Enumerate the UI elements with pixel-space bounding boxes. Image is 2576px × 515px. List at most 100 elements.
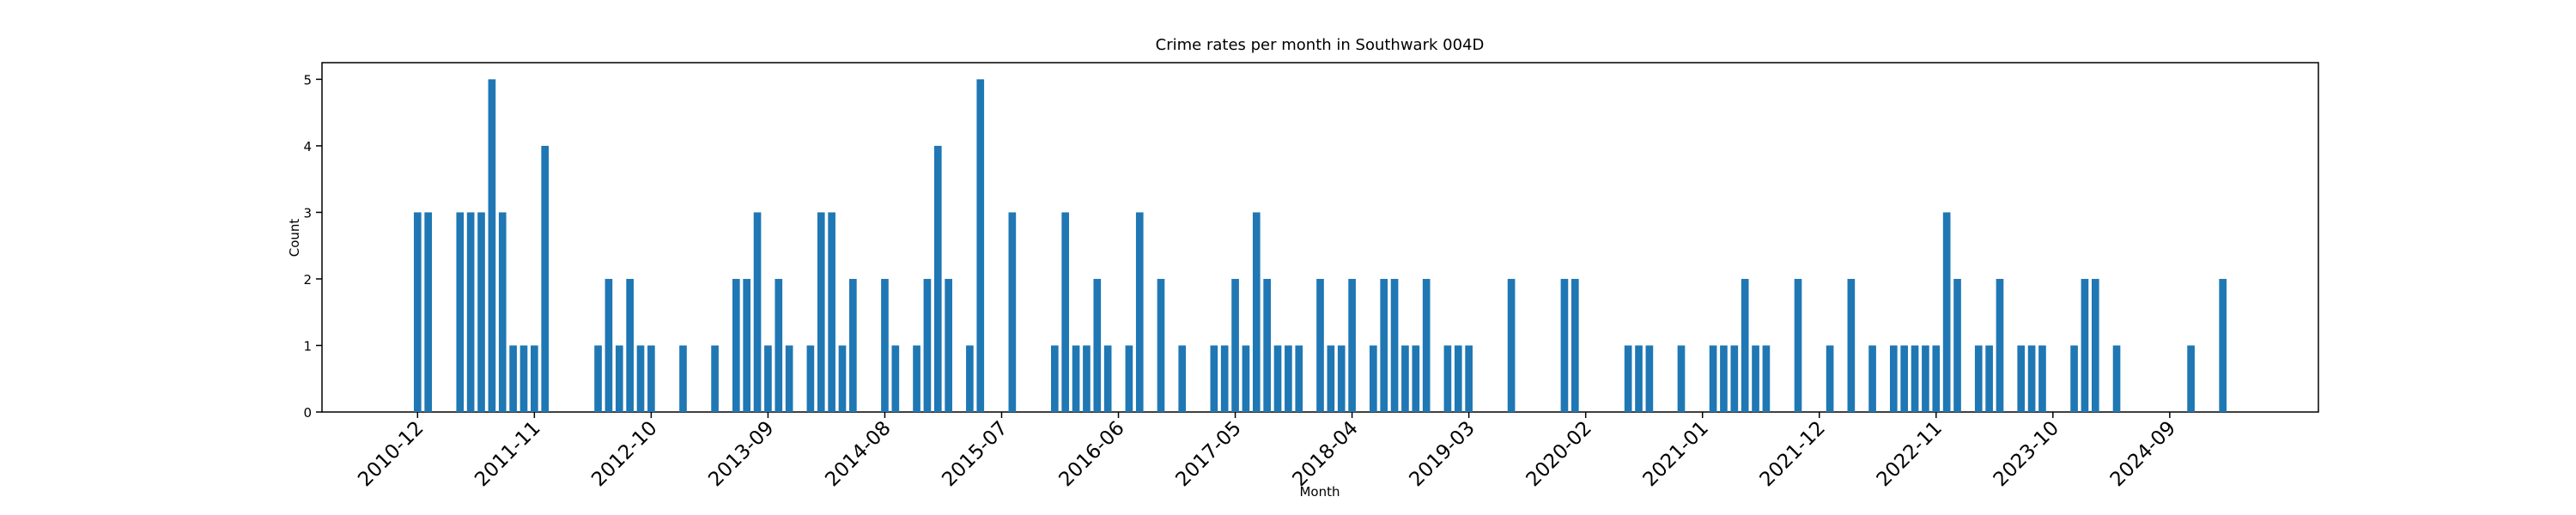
y-axis-label: Count (287, 219, 302, 258)
y-tick-label: 4 (303, 139, 312, 154)
x-tick-label: 2022-11 (1873, 417, 1947, 491)
bar (1985, 345, 1993, 412)
bar (531, 345, 538, 412)
bar (945, 278, 952, 412)
bar (1571, 278, 1579, 412)
bar (1135, 212, 1144, 412)
bar (615, 345, 623, 412)
bar (1231, 278, 1239, 412)
bar (1348, 278, 1356, 412)
bar (849, 278, 857, 412)
bar (2017, 345, 2026, 412)
bar (1093, 278, 1102, 412)
bar (1720, 345, 1728, 412)
x-tick-label: 2024-09 (2106, 417, 2180, 491)
bar (2091, 278, 2099, 412)
bar (1730, 345, 1739, 412)
bar (1762, 345, 1771, 412)
y-tick-label: 2 (303, 272, 312, 288)
x-tick-label: 2021-01 (1639, 417, 1713, 491)
bar (933, 145, 942, 412)
bar (1974, 345, 1983, 412)
bar (1103, 345, 1112, 412)
bar (891, 345, 900, 412)
bar (1932, 345, 1941, 412)
bar (541, 145, 550, 412)
bar (1794, 278, 1802, 412)
bar (2070, 345, 2078, 412)
bar (1316, 278, 1324, 412)
bar (838, 345, 847, 412)
x-tick-label: 2012-10 (587, 417, 661, 491)
bar (1008, 212, 1017, 412)
x-tick-label: 2013-09 (704, 417, 778, 491)
bar (1900, 345, 1909, 412)
x-tick-label: 2016-06 (1054, 417, 1128, 491)
bar (456, 212, 465, 412)
bar (1220, 345, 1229, 412)
bar (1412, 345, 1420, 412)
bar (976, 79, 985, 412)
bar (1422, 278, 1431, 412)
x-tick-label: 2015-07 (938, 417, 1012, 491)
bar (477, 212, 485, 412)
chart-title: Crime rates per month in Southwark 004D (1156, 36, 1485, 54)
bar (1252, 212, 1261, 412)
bar (509, 345, 517, 412)
bar (1242, 345, 1250, 412)
bar (1370, 345, 1377, 412)
bar (466, 212, 475, 412)
bar (424, 212, 432, 412)
bar (1996, 278, 2004, 412)
bar (1560, 278, 1569, 412)
x-tick-label: 2018-04 (1288, 417, 1362, 491)
bar (732, 278, 740, 412)
bar (1210, 345, 1218, 412)
bar (913, 345, 920, 412)
y-tick-label: 1 (303, 338, 312, 354)
bar (966, 345, 974, 412)
bar (413, 212, 422, 412)
bar (743, 278, 751, 412)
bar (1443, 345, 1452, 412)
bar (594, 345, 602, 412)
bar (626, 278, 634, 412)
bar (2027, 345, 2036, 412)
bar (605, 278, 613, 412)
x-tick-label: 2023-10 (1990, 417, 2063, 491)
bar (1847, 278, 1856, 412)
y-tick-label: 3 (303, 205, 312, 221)
bar (1327, 345, 1335, 412)
bar (1337, 345, 1346, 412)
bar (1061, 212, 1070, 412)
bar (1401, 345, 1409, 412)
x-tick-label: 2020-02 (1522, 417, 1596, 491)
bar (711, 345, 719, 412)
bar (881, 278, 889, 412)
bar (1826, 345, 1834, 412)
bar (636, 345, 645, 412)
bar (498, 212, 507, 412)
y-tick-label: 0 (303, 405, 312, 421)
bar (1709, 345, 1717, 412)
bar (1624, 345, 1632, 412)
x-tick-label: 2010-12 (354, 417, 428, 491)
bar (519, 345, 528, 412)
bar (775, 278, 783, 412)
x-tick-label: 2011-11 (471, 417, 544, 491)
bar (1178, 345, 1187, 412)
bar (2219, 278, 2227, 412)
bar (1942, 212, 1951, 412)
bar (1263, 278, 1271, 412)
x-axis-label: Month (1299, 484, 1340, 500)
bar (2038, 345, 2046, 412)
bar (1072, 345, 1080, 412)
bar (764, 345, 772, 412)
bar (1083, 345, 1091, 412)
bar (1273, 345, 1282, 412)
bar (1507, 278, 1516, 412)
x-tick-label: 2019-03 (1406, 417, 1479, 491)
bar (806, 345, 815, 412)
x-tick-label: 2014-08 (821, 417, 895, 491)
bar (1050, 345, 1059, 412)
